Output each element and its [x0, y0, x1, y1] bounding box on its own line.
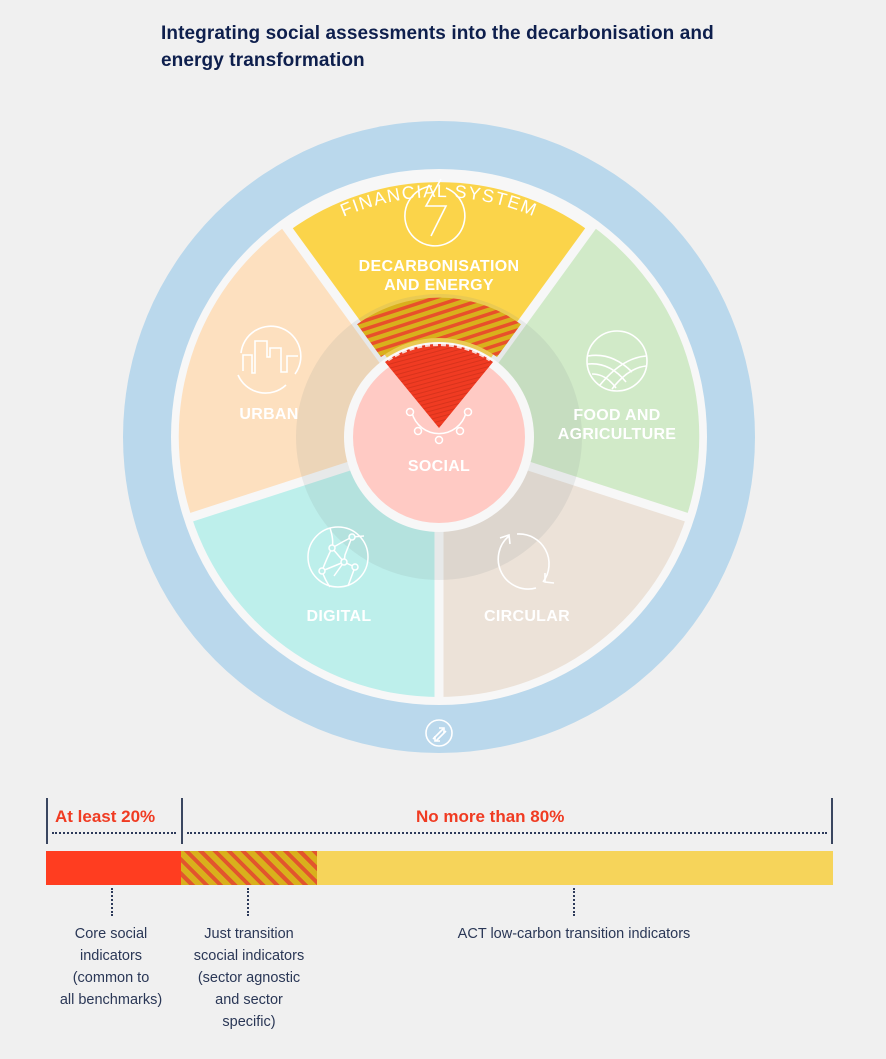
page-title: Integrating social assessments into the …	[161, 23, 714, 71]
bar-core-social	[46, 851, 181, 885]
right-bracket-line	[187, 832, 827, 834]
people-circle-icon	[405, 407, 473, 445]
at-least-label: At least 20%	[55, 807, 156, 826]
lightning-bolt-icon	[404, 178, 466, 247]
recycle-arrows-icon	[497, 533, 555, 590]
city-skyline-icon	[237, 325, 302, 394]
desc-just-transition: Just transition scocial indicators (sect…	[193, 926, 305, 1030]
no-more-than-label: No more than 80%	[416, 807, 565, 826]
pointer-just-transition	[247, 888, 249, 916]
bar-just-transition	[181, 851, 317, 885]
left-bracket-line	[52, 832, 176, 834]
pointer-core	[111, 888, 113, 916]
label-digital: DIGITAL	[306, 608, 372, 625]
label-social: SOCIAL	[407, 458, 471, 475]
network-globe-icon	[307, 526, 369, 588]
field-landscape-icon	[586, 330, 648, 392]
bar-act	[317, 851, 833, 885]
pointer-act	[573, 888, 575, 916]
bar-tick-left	[46, 798, 48, 844]
label-urban: URBAN	[239, 406, 299, 423]
label-circular: CIRCULAR	[484, 608, 570, 625]
bar-tick-right	[831, 798, 833, 844]
bar-tick-middle	[181, 798, 183, 844]
sector-wheel: FINANCIAL SYSTEM	[123, 121, 755, 753]
core-social-wedge	[385, 344, 493, 428]
desc-core-social: Core social indicators (common to all be…	[59, 926, 163, 1008]
desc-act: ACT low-carbon transition indicators	[457, 926, 691, 942]
just-transition-hatch-arc	[357, 297, 521, 357]
exchange-arrows-icon	[425, 719, 453, 747]
label-decarbonisation: DECARBONISATION AND ENERGY	[358, 258, 520, 294]
label-food-agriculture: FOOD AND AGRICULTURE	[557, 407, 677, 443]
